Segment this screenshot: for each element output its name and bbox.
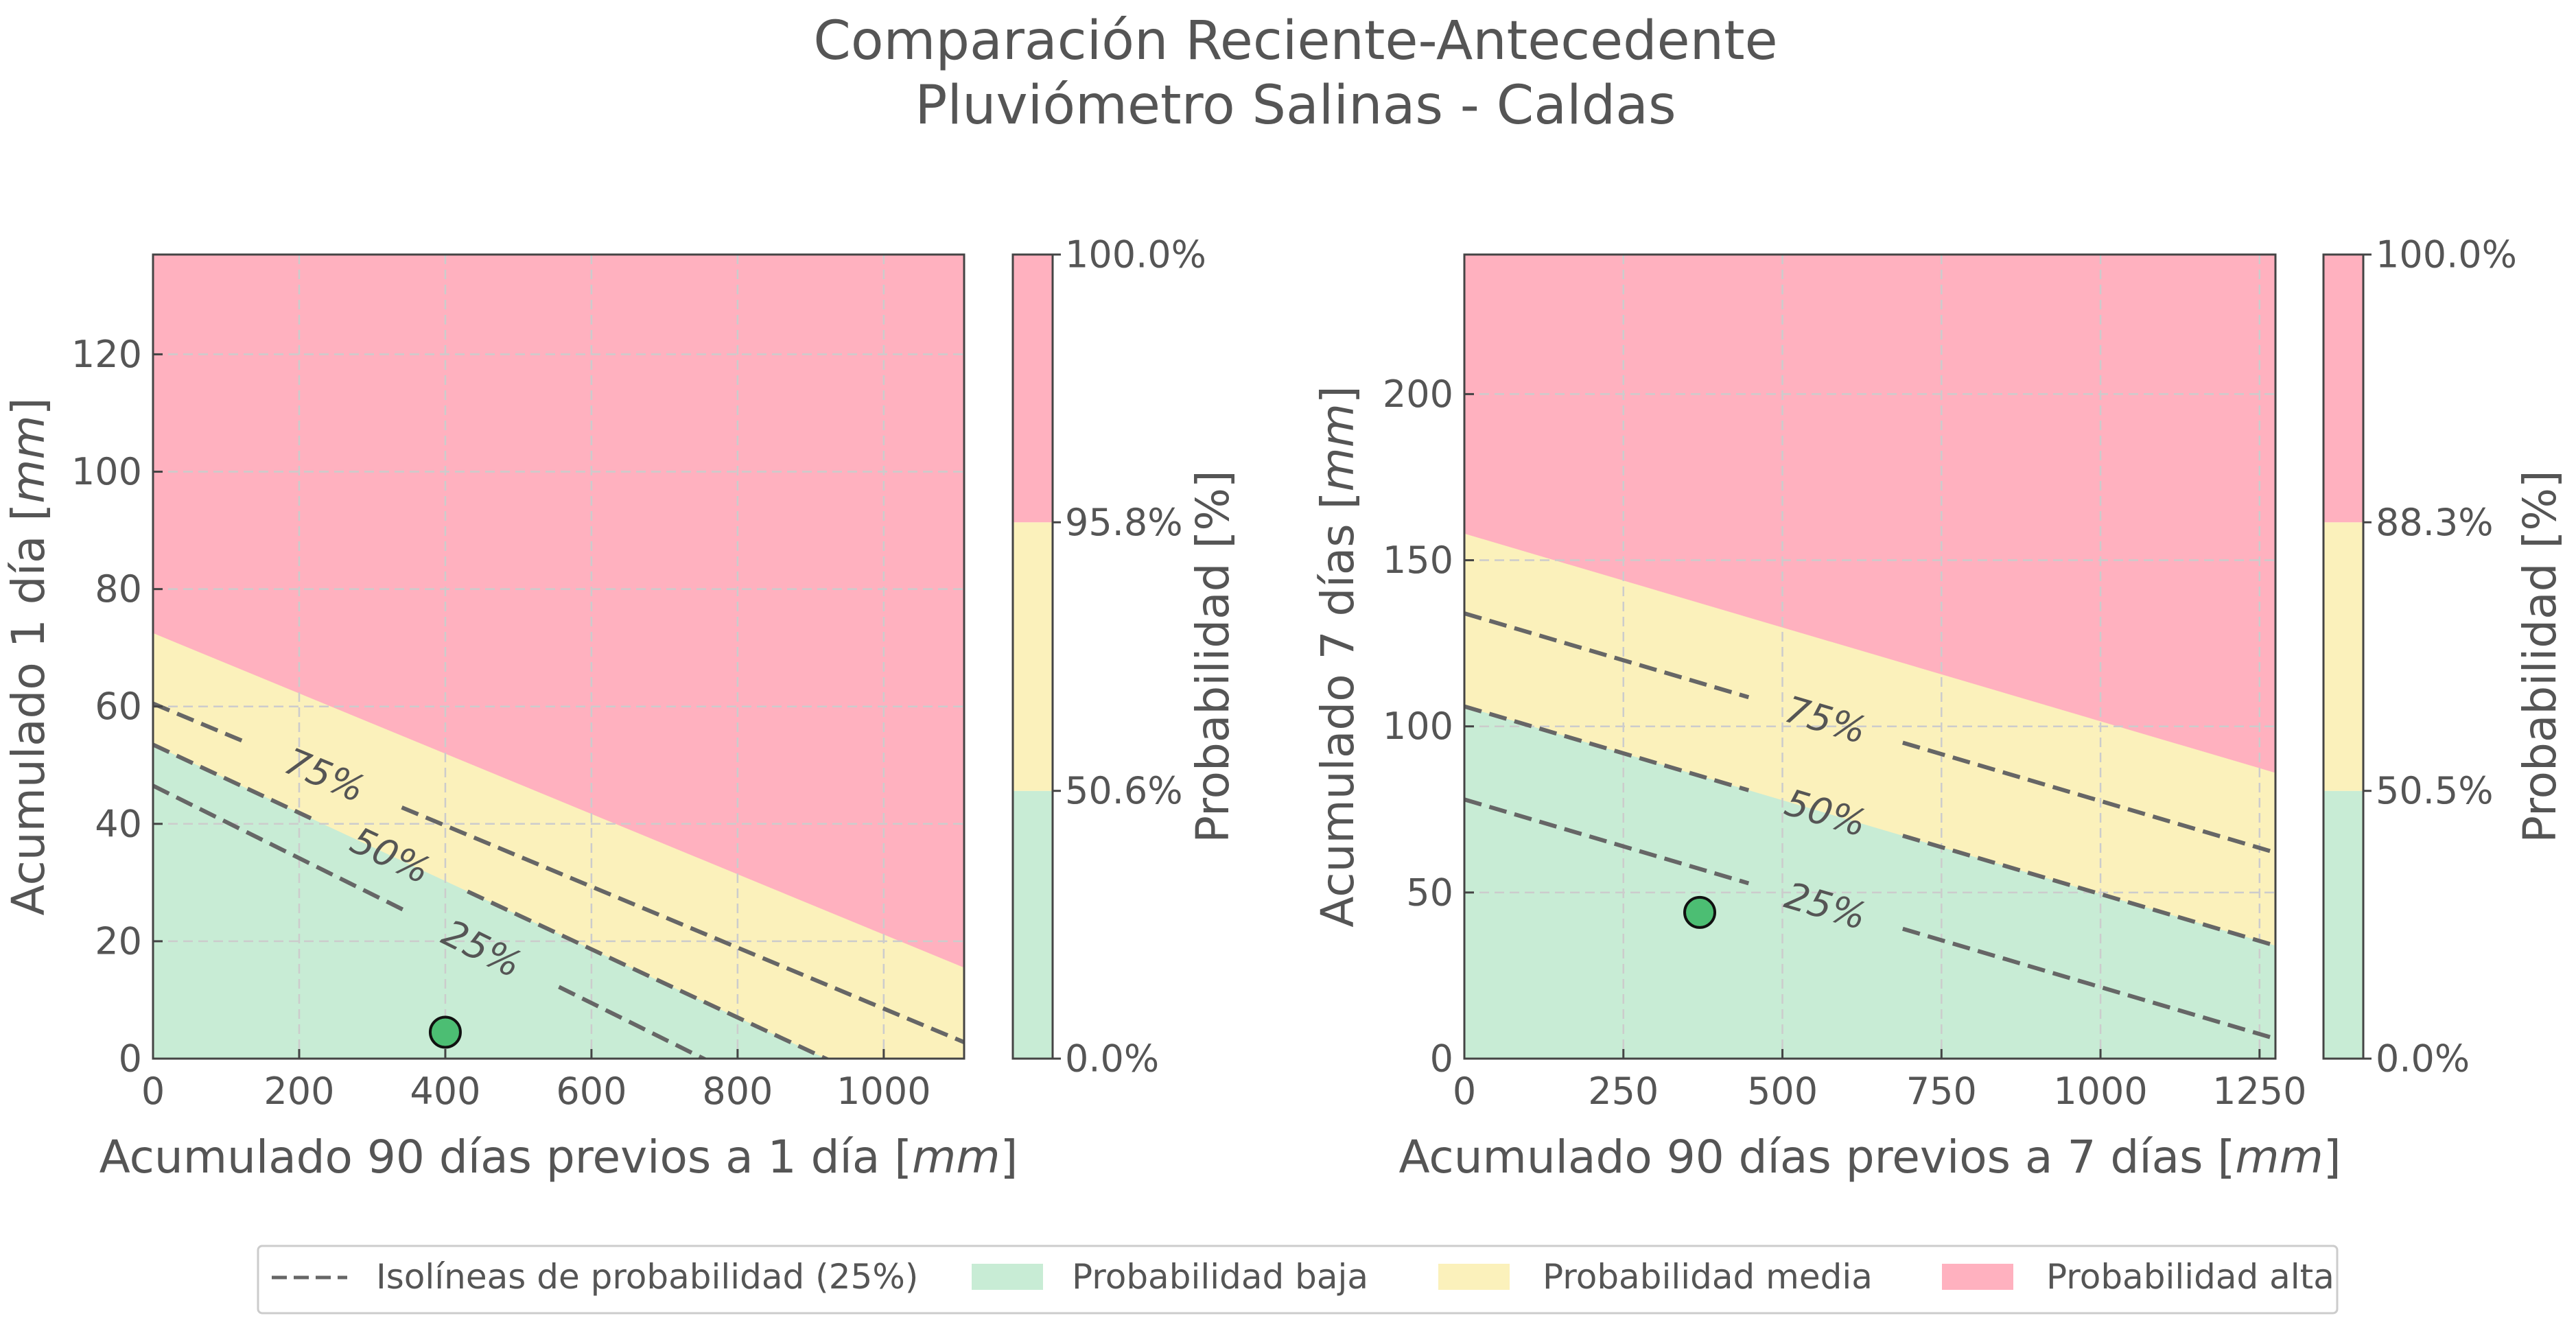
colorbar-label: Probabilidad [%] [1186,470,1239,843]
plot-frame [1463,253,2277,1060]
colorbar-tick-label: 50.6% [1065,769,1183,812]
y-tick-label: 120 [71,333,142,376]
isoline-75 [1464,611,1750,700]
x-axis-label: Acumulado 90 días previos a 1 día [mm] [99,1131,1018,1183]
colorbar-label: Probabilidad [%] [2514,470,2566,843]
figure-title-line2: Pluviómetro Salinas - Caldas [915,75,1676,137]
x-tick-label: 0 [141,1070,165,1113]
x-tick-label: 1000 [2053,1070,2147,1113]
legend: Isolíneas de probabilidad (25%) Probabil… [257,1245,2339,1315]
y-tick-label: 200 [1383,373,1453,416]
plot-frame [152,253,965,1060]
x-tick-label: 600 [556,1070,627,1113]
isoline-75 [153,701,249,745]
y-tick-label: 0 [119,1037,142,1081]
colorbar-segment [2323,790,2363,1059]
y-tick-label: 0 [1430,1037,1453,1081]
colorbar: 0.0% 50.6% 95.8% 100.0% Probabilidad [%] [1011,233,1239,1081]
isoline-50 [1902,834,2275,948]
high-probability-zone [1464,255,2275,773]
y-tick-label: 80 [95,567,142,611]
isoline-50 [153,742,315,822]
high-probability-zone [153,255,964,968]
x-tick-label: 1000 [836,1070,930,1113]
isoline-75 [1902,740,2275,855]
colorbar-tick-label: 0.0% [2376,1037,2470,1081]
isoline-25 [1464,797,1750,886]
colorbar-frame [2322,253,2365,1060]
isoline-25 [1902,926,2275,1041]
colorbar-tick-label: 50.5% [2376,769,2494,812]
colorbar-segment [2323,255,2363,523]
right-chart-panel: 75%50%25%0 250 500 750 1000 1250050100150200A… [1311,233,2566,1184]
x-tick-label: 400 [410,1070,480,1113]
colorbar-tick-label: 100.0% [2376,233,2517,276]
legend-isoline-label: Isolíneas de probabilidad (25%) [376,1257,918,1297]
isoline-75 [401,805,964,1044]
x-tick-label: 800 [702,1070,773,1113]
colorbar-tick-label: 0.0% [1065,1037,1159,1081]
y-tick-label: 60 [95,685,142,728]
colorbar: 0.0% 50.5% 88.3% 100.0% Probabilidad [%] [2322,233,2566,1081]
legend-medium-swatch [1438,1264,1510,1290]
colorbar-frame [1011,253,1054,1060]
legend-low-label: Probabilidad baja [1072,1257,1368,1297]
y-tick-label: 100 [71,450,142,493]
legend-high-swatch [1942,1264,2013,1290]
colorbar-tick-label: 100.0% [1065,233,1206,276]
y-tick-label: 40 [95,802,142,845]
y-tick-label: 20 [95,919,142,963]
y-axis-label: Acumulado 1 día [mm] [2,398,55,916]
x-tick-label: 250 [1588,1070,1659,1113]
x-tick-label: 750 [1906,1070,1977,1113]
x-tick-label: 1250 [2212,1070,2306,1113]
x-tick-label: 500 [1747,1070,1818,1113]
y-axis-label: Acumulado 7 días [mm] [1311,386,1364,927]
colorbar-tick-label: 88.3% [2376,501,2494,544]
x-axis-label: Acumulado 90 días previos a 7 días [mm] [1398,1131,2341,1183]
figure-title-line1: Comparación Reciente-Antecedente [813,10,1777,72]
plot-area: 75%50%25% [153,255,964,1059]
current-point-marker [428,1015,462,1049]
legend-high-label: Probabilidad alta [2046,1257,2334,1297]
y-tick-label: 50 [1406,871,1453,914]
colorbar-segment [1013,790,1053,1059]
left-chart-panel: 75%50%25%0 200 400 600 800 100002040608010012… [2,233,1239,1184]
plot-area: 75%50%25% [1464,255,2275,1059]
legend-frame [257,1245,2339,1315]
colorbar-segment [1013,522,1053,791]
colorbar-tick-label: 95.8% [1065,501,1183,544]
x-tick-label: 200 [264,1070,334,1113]
colorbar-segment [1013,255,1053,523]
y-tick-label: 150 [1383,539,1453,582]
legend-low-swatch [972,1264,1043,1290]
isoline-50 [467,889,831,1059]
x-tick-label: 0 [1453,1070,1476,1113]
y-tick-label: 100 [1383,705,1453,748]
isoline-25 [153,784,406,912]
isoline-50 [1464,704,1750,792]
colorbar-segment [2323,522,2363,791]
current-point-marker [1683,895,1717,929]
legend-medium-label: Probabilidad media [1543,1257,1873,1297]
